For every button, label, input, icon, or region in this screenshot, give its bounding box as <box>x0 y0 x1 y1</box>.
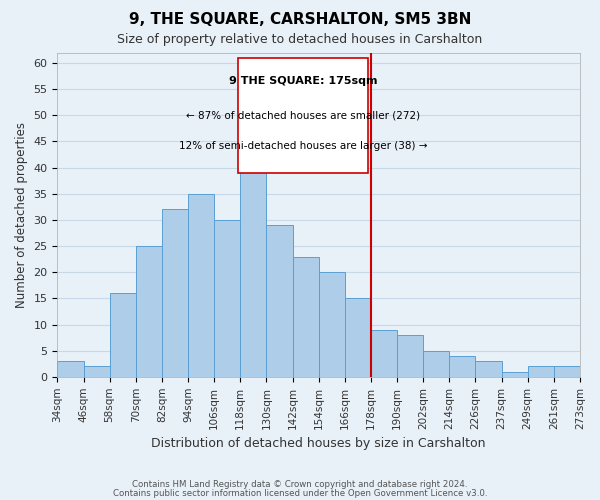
Bar <box>293 256 319 377</box>
Bar <box>345 298 371 377</box>
Bar <box>475 361 502 377</box>
X-axis label: Distribution of detached houses by size in Carshalton: Distribution of detached houses by size … <box>151 437 486 450</box>
Bar <box>214 220 241 377</box>
Text: Contains HM Land Registry data © Crown copyright and database right 2024.: Contains HM Land Registry data © Crown c… <box>132 480 468 489</box>
Text: ← 87% of detached houses are smaller (272): ← 87% of detached houses are smaller (27… <box>186 110 420 120</box>
Bar <box>162 210 188 377</box>
Bar <box>110 293 136 377</box>
Bar <box>528 366 554 377</box>
Bar <box>83 366 110 377</box>
Bar <box>136 246 162 377</box>
Text: 9 THE SQUARE: 175sqm: 9 THE SQUARE: 175sqm <box>229 76 377 86</box>
Bar <box>319 272 345 377</box>
Bar <box>397 335 423 377</box>
Bar <box>423 350 449 377</box>
Bar <box>502 372 528 377</box>
Text: 9, THE SQUARE, CARSHALTON, SM5 3BN: 9, THE SQUARE, CARSHALTON, SM5 3BN <box>129 12 471 28</box>
Bar <box>241 120 266 377</box>
Bar <box>266 225 293 377</box>
Y-axis label: Number of detached properties: Number of detached properties <box>15 122 28 308</box>
Bar <box>188 194 214 377</box>
Text: 12% of semi-detached houses are larger (38) →: 12% of semi-detached houses are larger (… <box>179 142 427 152</box>
Bar <box>371 330 397 377</box>
Text: Contains public sector information licensed under the Open Government Licence v3: Contains public sector information licen… <box>113 488 487 498</box>
Text: Size of property relative to detached houses in Carshalton: Size of property relative to detached ho… <box>118 32 482 46</box>
Bar <box>449 356 475 377</box>
Bar <box>554 366 580 377</box>
FancyBboxPatch shape <box>238 58 368 173</box>
Bar <box>58 361 83 377</box>
